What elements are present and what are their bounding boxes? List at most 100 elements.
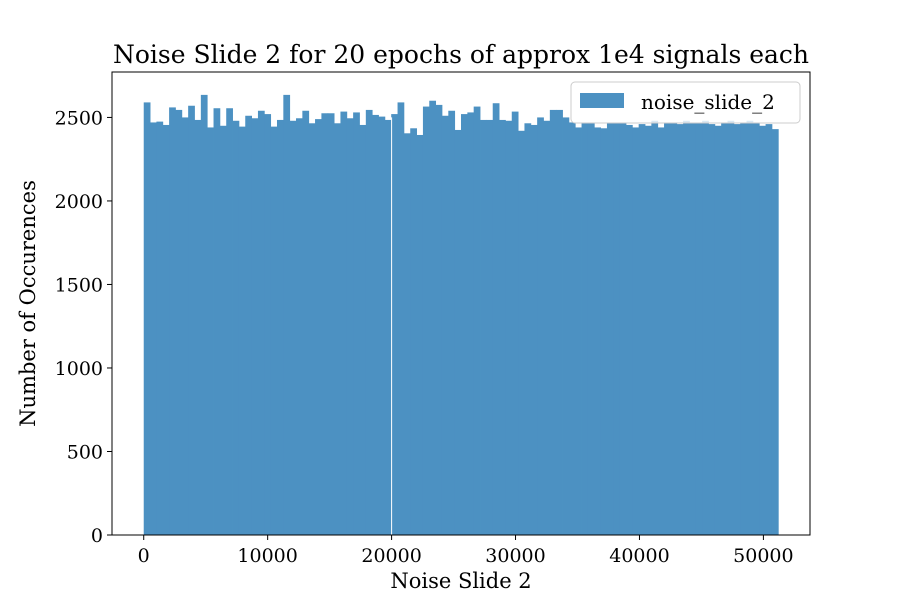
- histogram-bar: [721, 122, 728, 535]
- histogram-bar: [391, 114, 398, 535]
- histogram-bar: [441, 115, 449, 535]
- x-tick-label: 20000: [361, 545, 421, 567]
- histogram-bar: [289, 120, 297, 536]
- histogram-bar: [511, 111, 519, 535]
- histogram-bar: [575, 127, 582, 535]
- histogram-bar: [384, 119, 392, 535]
- histogram-bar: [378, 116, 386, 535]
- x-axis-ticks: 0 10000 20000 30000 40000 50000: [138, 535, 794, 567]
- histogram-bar: [759, 125, 766, 535]
- x-tick-label: 10000: [237, 545, 297, 567]
- histogram-bar: [664, 122, 671, 535]
- histogram-bar: [518, 130, 525, 536]
- y-tick-label: 2000: [55, 191, 103, 213]
- histogram-bar: [499, 119, 506, 535]
- histogram-bar: [480, 119, 487, 535]
- histogram-bar: [727, 120, 735, 536]
- histogram-bar: [702, 120, 709, 536]
- histogram-bar: [549, 109, 557, 536]
- histogram-bar: [238, 126, 246, 536]
- histogram-bar: [581, 122, 589, 535]
- histogram-bar: [600, 128, 608, 536]
- histogram-bar: [689, 122, 697, 535]
- histogram-bar: [359, 124, 367, 535]
- histogram-bar: [568, 122, 576, 535]
- histogram-bar: [505, 120, 513, 536]
- histogram-bar: [150, 122, 157, 535]
- histogram-bar: [435, 104, 443, 536]
- histogram-bar: [213, 108, 221, 536]
- histogram-bar: [461, 114, 468, 535]
- histogram-bar: [651, 120, 659, 536]
- histogram-bar: [207, 127, 214, 535]
- histogram-bar: [296, 118, 303, 536]
- histogram-bar: [232, 120, 240, 536]
- histogram-bar: [752, 122, 760, 535]
- histogram-bar: [676, 124, 684, 536]
- y-tick-label: 500: [67, 441, 103, 463]
- histogram-bar: [270, 126, 278, 536]
- histogram-bar: [537, 117, 544, 536]
- histogram-bar: [276, 119, 284, 535]
- histogram-bars: [143, 94, 779, 536]
- histogram-bar: [251, 118, 259, 536]
- histogram-bar: [771, 129, 779, 535]
- histogram-bar: [422, 106, 430, 535]
- histogram-bar: [346, 118, 354, 536]
- histogram-bar: [765, 124, 773, 536]
- y-tick-label: 0: [91, 525, 103, 547]
- histogram-bar: [683, 120, 690, 536]
- x-tick-label: 30000: [485, 545, 545, 567]
- histogram-bar: [410, 128, 417, 536]
- histogram-bar: [530, 124, 538, 535]
- histogram-bar: [334, 123, 341, 535]
- histogram-bar: [740, 122, 747, 535]
- histogram-bar: [714, 125, 722, 535]
- x-tick-label: 0: [138, 545, 150, 567]
- y-tick-label: 1500: [55, 274, 103, 296]
- axes-frame: [111, 71, 811, 536]
- histogram-bar: [365, 109, 373, 536]
- histogram-bar: [625, 124, 633, 535]
- histogram-bar: [454, 129, 462, 535]
- x-axis-label: Noise Slide 2: [390, 569, 531, 593]
- histogram-bar: [143, 102, 151, 536]
- y-tick-label: 2500: [55, 107, 103, 129]
- histogram-bar: [353, 112, 360, 536]
- histogram-bar: [302, 110, 310, 535]
- histogram-bar: [416, 134, 424, 535]
- histogram-bar: [200, 94, 208, 535]
- histogram-bar: [219, 125, 227, 535]
- histogram-bar: [181, 117, 189, 536]
- histogram-bar: [448, 110, 456, 535]
- histogram-bar: [264, 114, 272, 535]
- histogram-bar: [524, 123, 532, 535]
- histogram-bar: [746, 120, 754, 536]
- legend-swatch: [580, 93, 624, 108]
- histogram-bar: [169, 107, 176, 535]
- histogram-bar: [632, 127, 640, 535]
- histogram-bar: [556, 109, 563, 536]
- histogram-bar: [467, 112, 475, 536]
- legend: noise_slide_2: [570, 81, 801, 124]
- histogram-bar: [188, 105, 195, 536]
- histogram-bar: [321, 113, 329, 535]
- histogram-bar: [162, 124, 170, 535]
- y-axis-ticks: 0 500 1000 1500 2000 2500: [55, 107, 112, 547]
- histogram-bar: [257, 110, 265, 535]
- histogram-bar: [283, 94, 291, 535]
- histogram-bar: [543, 120, 551, 536]
- histogram-bar: [657, 127, 665, 535]
- histogram-bar: [695, 122, 703, 535]
- histogram-bar: [473, 106, 481, 535]
- x-tick-label: 40000: [609, 545, 669, 567]
- chart-title: Noise Slide 2 for 20 epochs of approx 1e…: [113, 40, 809, 69]
- histogram-bar: [562, 117, 570, 536]
- legend-box: [570, 81, 801, 124]
- histogram-bar: [492, 103, 500, 535]
- histogram-bar: [708, 124, 716, 536]
- histogram-bar: [403, 133, 411, 536]
- x-tick-label: 50000: [733, 545, 793, 567]
- histogram-bar: [670, 122, 678, 535]
- histogram-bar: [645, 125, 652, 535]
